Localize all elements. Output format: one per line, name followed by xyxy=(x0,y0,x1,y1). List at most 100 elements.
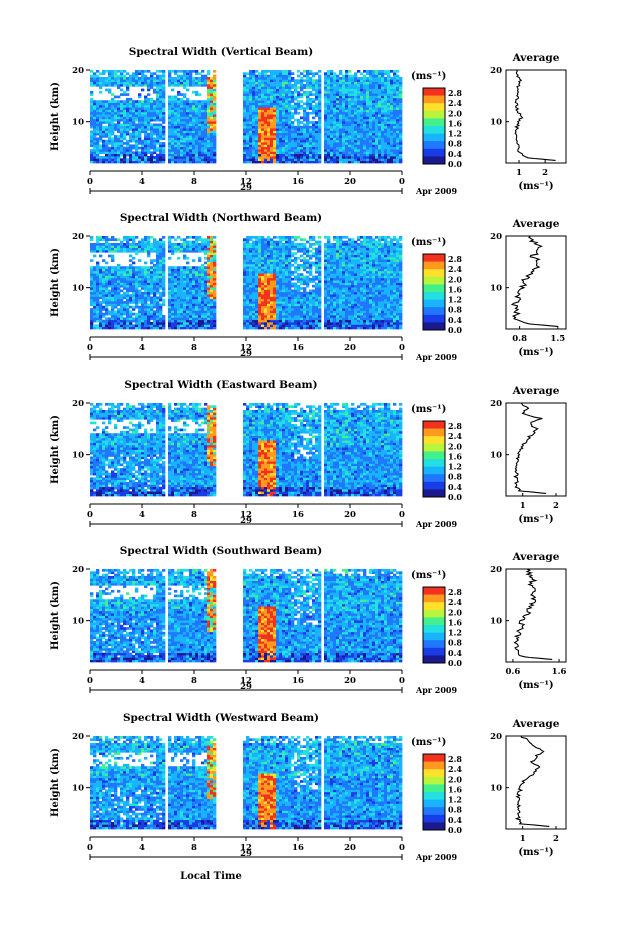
heatmap-cell xyxy=(318,104,322,108)
heatmap-cell xyxy=(315,97,319,101)
heatmap-cell xyxy=(195,121,199,124)
heatmap-cell xyxy=(177,242,181,246)
heatmap-cell xyxy=(285,88,289,92)
heatmap-cell xyxy=(318,151,322,155)
heatmap-cell xyxy=(138,132,142,136)
heatmap-cell xyxy=(198,245,202,248)
heatmap-cell xyxy=(282,139,286,143)
heatmap-cell xyxy=(276,111,280,115)
heatmap-cell xyxy=(333,139,337,143)
heatmap-cell xyxy=(198,305,202,309)
heatmap-cell xyxy=(276,149,280,152)
heatmap-cell xyxy=(396,102,400,106)
heatmap-cell xyxy=(336,121,340,124)
heatmap-cell xyxy=(162,242,166,246)
heatmap-cell xyxy=(171,151,175,155)
heatmap-cell xyxy=(378,132,382,136)
heatmap-cell xyxy=(168,298,172,302)
heatmap-cell xyxy=(384,100,388,103)
heatmap-cell xyxy=(198,118,202,122)
heatmap-cell xyxy=(288,144,292,148)
heatmap-cell xyxy=(159,252,163,255)
heatmap-cell xyxy=(270,111,274,115)
heatmap-cell xyxy=(393,109,397,113)
heatmap-cell xyxy=(306,132,310,136)
heatmap-cell xyxy=(327,95,331,99)
heatmap-cell xyxy=(102,109,106,113)
heatmap-cell xyxy=(186,315,190,318)
heatmap-cell xyxy=(111,256,115,260)
heatmap-cell xyxy=(126,287,130,290)
heatmap-cell xyxy=(105,277,109,281)
heatmap-cell xyxy=(243,263,247,267)
heatmap-cell xyxy=(162,284,166,288)
heatmap-cell xyxy=(150,142,154,145)
heatmap-cell xyxy=(309,102,313,106)
heatmap-cell xyxy=(120,277,124,281)
heatmap-cell xyxy=(183,326,187,330)
heatmap-cell xyxy=(108,74,112,78)
heatmap-cell xyxy=(213,156,217,159)
heatmap-cell xyxy=(207,118,211,122)
heatmap-cell xyxy=(315,160,319,164)
heatmap-cell xyxy=(135,268,139,272)
heatmap-cell xyxy=(270,142,274,145)
heatmap-cell xyxy=(393,74,397,78)
heatmap-cell xyxy=(96,74,100,78)
heatmap-cell xyxy=(345,111,349,115)
heatmap-cell xyxy=(99,125,103,129)
heatmap-cell xyxy=(177,137,181,141)
heatmap-cell xyxy=(339,83,343,87)
heatmap-cell xyxy=(249,245,253,248)
heatmap-cell xyxy=(138,100,142,103)
heatmap-cell xyxy=(129,310,133,314)
heatmap-cell xyxy=(369,130,373,134)
heatmap-cell xyxy=(153,151,157,155)
heatmap-cell xyxy=(108,291,112,295)
heatmap-cell xyxy=(387,81,391,85)
heatmap-cell xyxy=(384,70,388,73)
heatmap-cell xyxy=(291,90,295,94)
heatmap-cell xyxy=(345,76,349,80)
heatmap-cell xyxy=(366,86,370,89)
heatmap-cell xyxy=(180,146,184,150)
heatmap-cell xyxy=(399,137,403,141)
x-tick-label: 0 xyxy=(87,177,93,187)
heatmap-cell xyxy=(249,81,253,85)
heatmap-cell xyxy=(252,158,256,162)
heatmap-cell xyxy=(336,130,340,134)
heatmap-cell xyxy=(315,128,319,131)
heatmap-cell xyxy=(339,128,343,131)
heatmap-cell xyxy=(180,326,184,330)
heatmap-cell xyxy=(282,132,286,136)
heatmap-cell xyxy=(255,287,259,290)
heatmap-cell xyxy=(246,107,250,110)
heatmap-cell xyxy=(213,114,217,117)
heatmap-cell xyxy=(273,97,277,101)
heatmap-cell xyxy=(381,125,385,129)
heatmap-cell xyxy=(366,111,370,115)
heatmap-cell xyxy=(198,315,202,318)
heatmap-cell xyxy=(135,156,139,159)
heatmap-cell xyxy=(261,123,265,127)
heatmap-cell xyxy=(399,86,403,89)
heatmap-cell xyxy=(132,245,136,248)
heatmap-cell xyxy=(372,158,376,162)
heatmap-cell xyxy=(252,100,256,103)
heatmap-cell xyxy=(138,128,142,131)
heatmap-cell xyxy=(297,81,301,85)
heatmap-cell xyxy=(300,139,304,143)
heatmap-cell xyxy=(138,301,142,304)
heatmap-cell xyxy=(144,322,148,325)
heatmap-cell xyxy=(168,266,172,269)
heatmap-cell xyxy=(162,273,166,276)
heatmap-cell xyxy=(372,93,376,96)
heatmap-cell xyxy=(204,275,208,279)
heatmap-cell xyxy=(279,88,283,92)
heatmap-cell xyxy=(375,158,379,162)
heatmap-cell xyxy=(147,312,151,316)
heatmap-cell xyxy=(195,93,199,96)
heatmap-cell xyxy=(246,256,250,260)
heatmap-cell xyxy=(360,100,364,103)
heatmap-cell xyxy=(141,160,145,164)
